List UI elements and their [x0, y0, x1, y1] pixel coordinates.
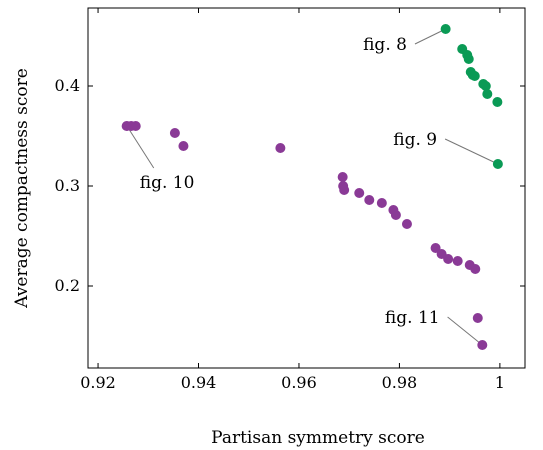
y-tick-label: 0.4 [55, 76, 80, 95]
data-point-series-0 [482, 89, 493, 99]
data-point-series-1 [443, 254, 454, 264]
y-tick-label: 0.2 [55, 276, 80, 295]
data-point-series-1 [477, 340, 488, 350]
x-tick-label: 1 [495, 373, 505, 392]
annotation-label: fig. 8 [363, 35, 407, 55]
data-point-series-1 [178, 141, 189, 151]
data-point-series-1 [169, 128, 180, 138]
annotation-leader-line [414, 28, 446, 45]
data-point-series-1 [390, 210, 401, 220]
x-axis-ticks: 0.92 0.94 0.96 0.98 1 [80, 8, 505, 392]
annotation-label: fig. 9 [393, 130, 437, 150]
data-point-series-1 [364, 195, 375, 205]
plot-frame [87, 7, 526, 369]
data-point-series-1 [130, 121, 141, 131]
x-tick-label: 0.98 [382, 373, 418, 392]
x-tick-label: 0.92 [80, 373, 116, 392]
data-point-series-1 [337, 172, 348, 182]
data-point-series-0 [480, 81, 491, 91]
annotation-leader-line [447, 316, 483, 346]
data-point-series-0 [469, 71, 480, 81]
data-point-series-0 [463, 54, 474, 64]
annotation-leader-line [127, 127, 155, 169]
data-point-series-1 [401, 219, 412, 229]
data-point-series-1 [275, 143, 286, 153]
data-point-series-1 [470, 264, 481, 274]
data-points [121, 24, 503, 350]
annotation-label: fig. 10 [140, 173, 195, 193]
annotations: fig. 8 fig. 9 fig. 10 fig. 11 [127, 28, 499, 346]
data-point-series-1 [376, 198, 387, 208]
x-tick-label: 0.94 [181, 373, 217, 392]
data-point-series-1 [354, 188, 365, 198]
y-axis-title: Average compactness score [12, 68, 32, 309]
data-point-series-1 [339, 185, 350, 195]
annotation-label: fig. 11 [385, 308, 440, 328]
x-axis-title: Partisan symmetry score [211, 428, 425, 448]
data-point-series-1 [452, 256, 463, 266]
data-point-series-0 [492, 97, 503, 107]
y-tick-label: 0.3 [55, 176, 80, 195]
annotation-leader-line [444, 138, 499, 165]
y-axis-ticks: 0.2 0.3 0.4 [55, 76, 525, 295]
data-point-series-0 [440, 24, 451, 34]
x-tick-label: 0.96 [281, 373, 317, 392]
data-point-series-1 [472, 313, 483, 323]
data-point-series-0 [492, 159, 503, 169]
